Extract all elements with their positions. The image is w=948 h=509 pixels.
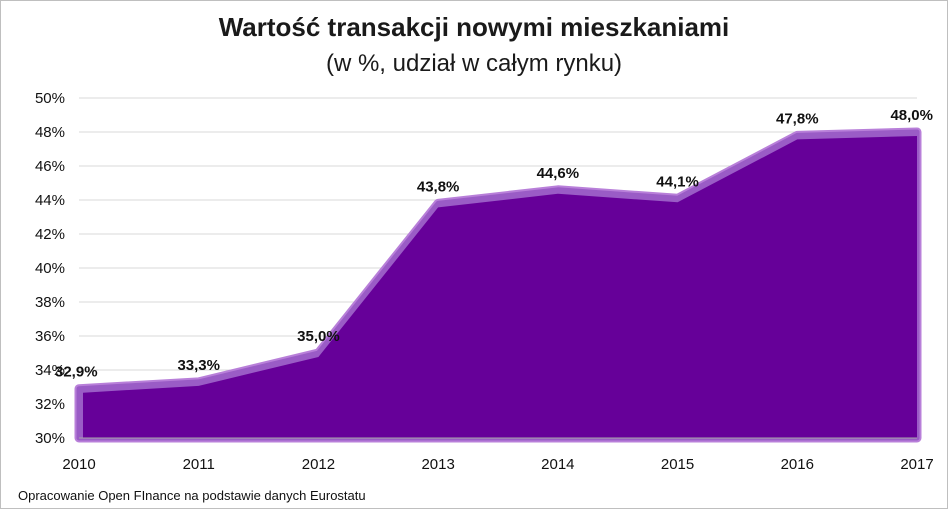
y-tick-label: 48% xyxy=(35,124,65,141)
data-label: 32,9% xyxy=(55,364,98,381)
area-series xyxy=(83,136,917,438)
x-tick-label: 2013 xyxy=(421,456,454,473)
y-tick-label: 44% xyxy=(35,192,65,209)
y-tick-label: 42% xyxy=(35,226,65,243)
data-label: 44,6% xyxy=(537,165,580,182)
x-tick-label: 2010 xyxy=(62,456,95,473)
source-note: Opracowanie Open FInance na podstawie da… xyxy=(18,488,366,503)
y-tick-label: 50% xyxy=(35,90,65,107)
data-label: 44,1% xyxy=(656,173,699,190)
data-label: 35,0% xyxy=(297,328,340,345)
data-label: 48,0% xyxy=(890,107,933,124)
y-tick-label: 30% xyxy=(35,430,65,447)
y-tick-label: 36% xyxy=(35,328,65,345)
data-label: 43,8% xyxy=(417,178,460,195)
y-tick-label: 38% xyxy=(35,294,65,311)
y-tick-label: 40% xyxy=(35,260,65,277)
chart-subtitle: (w %, udział w całym rynku) xyxy=(325,50,623,77)
y-tick-label: 34% xyxy=(35,362,65,379)
y-tick-label: 32% xyxy=(35,396,65,413)
x-tick-label: 2017 xyxy=(900,456,933,473)
x-tick-label: 2012 xyxy=(302,456,335,473)
x-tick-label: 2014 xyxy=(541,456,574,473)
y-tick-label: 46% xyxy=(35,158,65,175)
data-label: 47,8% xyxy=(776,110,819,127)
x-tick-label: 2011 xyxy=(183,456,215,473)
x-tick-label: 2016 xyxy=(781,456,814,473)
chart-title: Wartość transakcji nowymi mieszkaniami xyxy=(218,12,730,42)
data-label: 33,3% xyxy=(177,357,220,374)
x-tick-label: 2015 xyxy=(661,456,694,473)
